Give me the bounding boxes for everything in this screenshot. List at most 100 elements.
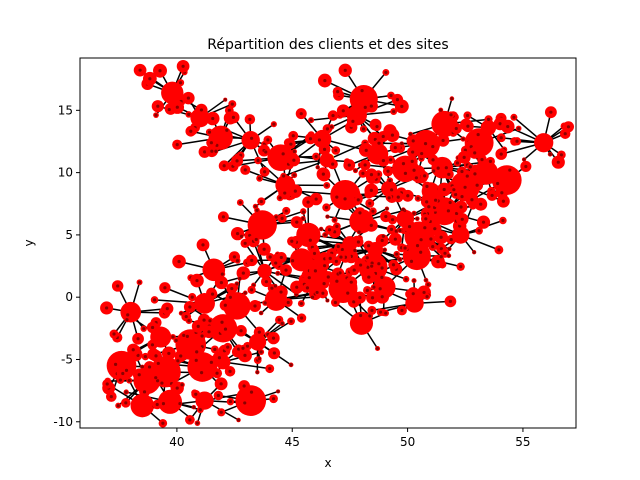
client-center bbox=[116, 404, 120, 408]
client-center bbox=[335, 224, 339, 228]
client-center bbox=[381, 134, 385, 139]
client-center bbox=[473, 172, 477, 176]
client-center bbox=[190, 295, 194, 299]
client-center bbox=[213, 347, 217, 351]
client-center bbox=[254, 237, 258, 242]
client-center bbox=[459, 205, 463, 209]
client-center bbox=[249, 390, 254, 394]
client-center bbox=[225, 128, 229, 132]
client-center bbox=[409, 259, 414, 263]
client-center bbox=[220, 272, 224, 276]
client-center bbox=[317, 138, 321, 142]
client-center bbox=[248, 117, 252, 121]
client-center bbox=[353, 168, 358, 173]
client-center bbox=[408, 132, 413, 136]
client-center bbox=[241, 346, 245, 350]
client-center bbox=[446, 209, 451, 213]
client-center bbox=[192, 405, 196, 409]
client-center bbox=[292, 173, 296, 177]
client-center bbox=[363, 105, 367, 109]
client-center bbox=[384, 70, 388, 75]
client-center bbox=[375, 125, 379, 129]
client-center bbox=[481, 220, 486, 224]
client-center bbox=[508, 168, 512, 172]
client-center bbox=[447, 172, 451, 176]
client-center bbox=[412, 279, 416, 283]
client-center bbox=[422, 290, 426, 295]
client-center bbox=[290, 259, 295, 263]
client-center bbox=[324, 205, 329, 210]
client-center bbox=[279, 290, 283, 294]
client-center bbox=[549, 110, 553, 114]
client-center bbox=[431, 158, 435, 162]
client-center bbox=[380, 275, 384, 279]
client-center bbox=[351, 119, 355, 123]
site-point bbox=[247, 210, 277, 240]
client-center bbox=[442, 187, 446, 192]
client-center bbox=[199, 371, 204, 375]
client-center bbox=[215, 371, 219, 375]
site-point bbox=[161, 81, 184, 105]
client-center bbox=[171, 335, 175, 339]
y-tick-label: 5 bbox=[65, 228, 73, 242]
client-center bbox=[439, 108, 443, 112]
client-center bbox=[377, 262, 381, 266]
y-ticks: -10 -5 0 5 10 15 bbox=[53, 103, 80, 429]
client-center bbox=[154, 354, 158, 358]
client-center bbox=[305, 286, 310, 290]
client-center bbox=[208, 319, 212, 323]
client-center bbox=[423, 174, 427, 178]
client-center bbox=[281, 174, 286, 178]
client-center bbox=[124, 368, 129, 372]
client-center bbox=[175, 386, 179, 390]
client-center bbox=[284, 209, 288, 213]
client-center bbox=[361, 127, 366, 131]
client-center bbox=[426, 282, 430, 287]
client-center bbox=[447, 247, 451, 251]
client-center bbox=[497, 248, 501, 252]
client-center bbox=[400, 141, 404, 146]
client-center bbox=[462, 155, 466, 159]
client-center bbox=[116, 284, 120, 288]
site-point bbox=[257, 263, 272, 279]
client-center bbox=[361, 171, 365, 175]
client-center bbox=[161, 402, 166, 406]
site-point bbox=[157, 389, 183, 414]
client-center bbox=[396, 195, 400, 199]
client-center bbox=[256, 158, 260, 163]
client-center bbox=[465, 113, 470, 118]
client-center bbox=[566, 125, 571, 129]
client-center bbox=[272, 122, 276, 126]
client-center bbox=[257, 330, 261, 334]
client-center bbox=[253, 304, 257, 308]
client-center bbox=[140, 365, 144, 369]
client-center bbox=[223, 98, 227, 102]
client-center bbox=[441, 138, 445, 143]
client-center bbox=[436, 166, 440, 170]
client-center bbox=[444, 166, 448, 170]
client-center bbox=[235, 232, 240, 236]
client-center bbox=[207, 130, 212, 134]
client-center bbox=[299, 112, 303, 116]
client-center bbox=[480, 158, 484, 162]
client-center bbox=[284, 268, 288, 272]
client-center bbox=[433, 227, 437, 231]
client-center bbox=[416, 196, 420, 201]
client-center bbox=[143, 355, 147, 359]
client-center bbox=[380, 295, 384, 299]
client-center bbox=[209, 141, 213, 145]
client-center bbox=[475, 183, 479, 187]
client-center bbox=[359, 313, 363, 318]
client-center bbox=[268, 367, 272, 371]
client-center bbox=[167, 351, 171, 356]
client-center bbox=[429, 237, 433, 241]
client-center bbox=[359, 263, 363, 267]
client-center bbox=[381, 159, 385, 163]
client-center bbox=[278, 196, 282, 200]
client-center bbox=[352, 300, 356, 304]
assignment-line bbox=[222, 361, 270, 370]
client-center bbox=[415, 244, 420, 248]
client-center bbox=[448, 299, 453, 303]
client-center bbox=[289, 363, 293, 367]
client-center bbox=[414, 176, 418, 180]
